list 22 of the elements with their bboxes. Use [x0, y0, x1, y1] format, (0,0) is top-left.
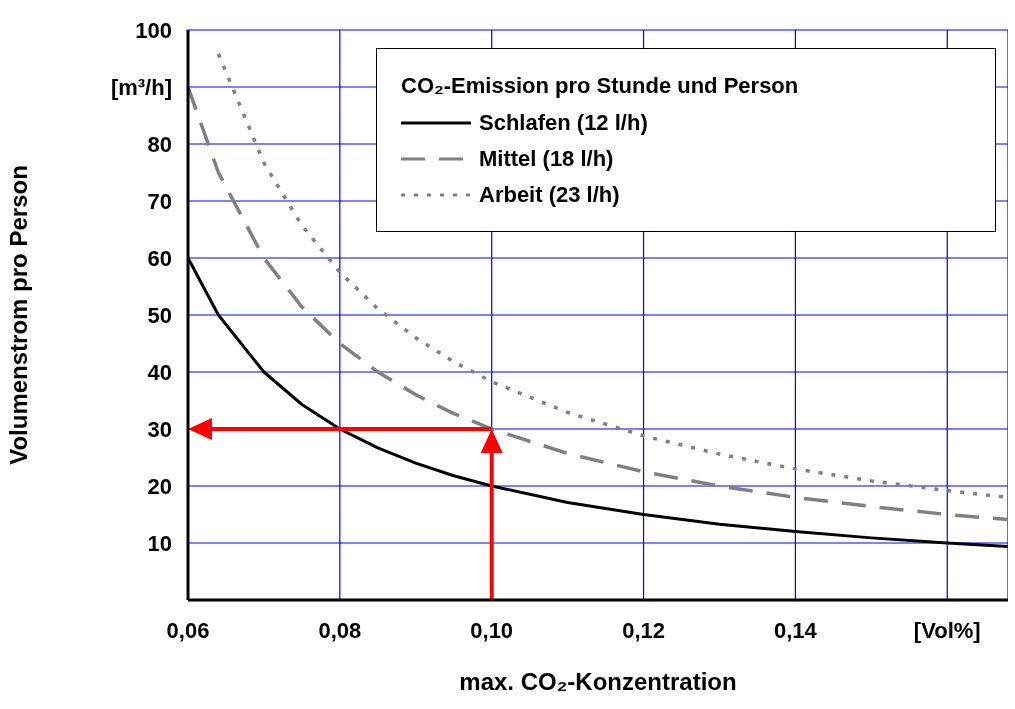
legend-title: CO₂-Emission pro Stunde und Person	[401, 73, 800, 99]
y-axis-title: Volumenstrom pro Person	[4, 165, 32, 465]
y-tick-label: 60	[147, 245, 172, 271]
x-tick-label: 0,06	[166, 617, 210, 643]
y-tick-label: 70	[147, 188, 172, 214]
legend-label: Schlafen (12 l/h)	[479, 110, 648, 136]
y-tick-label: [m³/h]	[110, 74, 172, 100]
x-tick-label: [Vol%]	[913, 617, 981, 643]
y-tick-label: 30	[147, 416, 172, 442]
x-tick-label: 0,14	[773, 617, 818, 643]
x-tick-label: 0,08	[318, 617, 362, 643]
y-tick-label: 10	[147, 530, 172, 556]
y-tick-label: 40	[147, 359, 172, 385]
legend-label: Arbeit (23 l/h)	[479, 182, 620, 208]
y-tick-label: 100	[135, 17, 172, 43]
y-tick-label: 20	[147, 473, 172, 499]
x-tick-label: 0,12	[622, 617, 665, 643]
x-axis-title: max. CO₂-Konzentration	[459, 668, 737, 695]
y-tick-label: 50	[147, 302, 172, 328]
y-tick-label: 80	[147, 131, 172, 157]
legend-label: Mittel (18 l/h)	[479, 146, 614, 172]
x-tick-label: 0,10	[470, 617, 514, 643]
